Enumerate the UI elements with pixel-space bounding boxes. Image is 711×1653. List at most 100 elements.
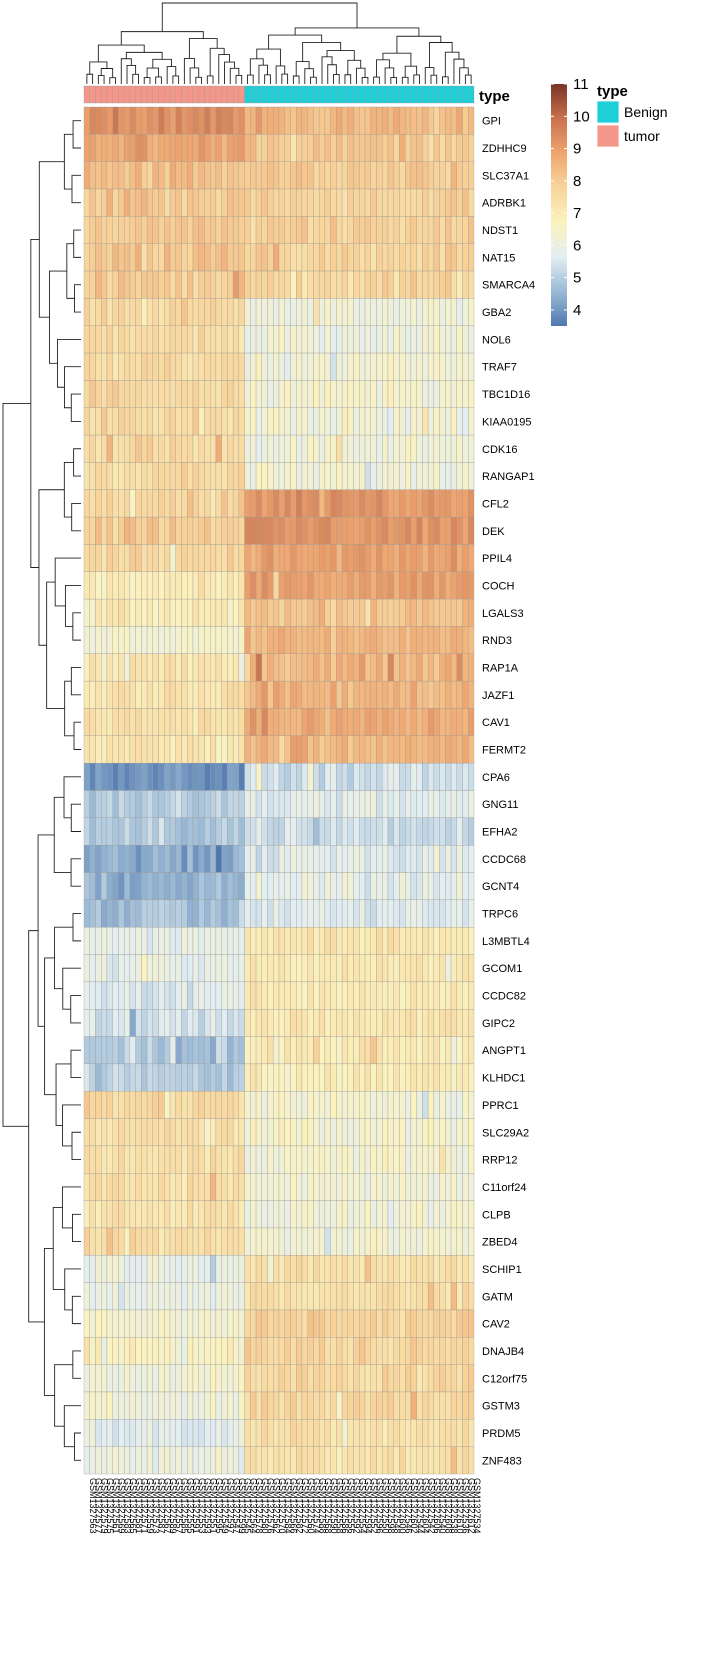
heatmap-cell <box>273 872 280 901</box>
heatmap-cell <box>278 735 285 764</box>
heatmap-cell <box>175 708 182 736</box>
gene-label: CLPB <box>482 1209 511 1221</box>
heatmap-cell <box>244 598 251 627</box>
heatmap-cell <box>439 544 446 572</box>
heatmap-cell <box>341 407 349 436</box>
heatmap-cell <box>135 1063 142 1092</box>
heatmap-cell <box>227 598 234 627</box>
heatmap-cell <box>341 1391 349 1420</box>
heatmap-cell <box>324 1446 331 1475</box>
heatmap-cell <box>439 516 446 545</box>
heatmap-cell <box>399 1337 406 1365</box>
row-dendrogram-branch <box>72 120 81 149</box>
heatmap-cell <box>227 626 234 654</box>
heatmap-cell <box>255 735 262 764</box>
heatmap-cell <box>175 216 182 244</box>
heatmap-cell <box>152 544 159 572</box>
heatmap-cell <box>187 598 194 627</box>
heatmap-cell <box>198 298 205 326</box>
heatmap-cell <box>89 1446 96 1475</box>
heatmap-cell <box>181 380 188 408</box>
heatmap-cell <box>439 845 446 873</box>
heatmap-cell <box>95 571 102 600</box>
heatmap-cell <box>198 845 205 873</box>
heatmap-cell <box>123 106 131 135</box>
heatmap-cell <box>273 380 280 408</box>
heatmap-cell <box>175 1227 182 1256</box>
heatmap-cell <box>353 817 360 846</box>
heatmap-cell <box>456 544 463 572</box>
heatmap-cell <box>330 1091 337 1119</box>
heatmap-cell <box>210 325 217 354</box>
heatmap-cell <box>330 981 337 1010</box>
heatmap-cell <box>198 927 205 955</box>
heatmap-cell <box>95 1446 102 1475</box>
heatmap-cell <box>267 954 274 983</box>
heatmap-cell <box>456 927 463 955</box>
heatmap-cell <box>364 954 371 983</box>
heatmap-cell <box>445 598 452 627</box>
heatmap-cell <box>135 653 142 682</box>
heatmap-cell <box>364 1036 371 1065</box>
heatmap-cell <box>296 243 303 272</box>
heatmap-cell <box>290 1309 297 1338</box>
heatmap-cell <box>439 735 446 764</box>
heatmap-cell <box>83 1091 90 1119</box>
heatmap-cell <box>427 598 435 627</box>
heatmap-cell <box>175 1364 182 1393</box>
heatmap-cell <box>192 872 199 901</box>
heatmap-cell <box>296 380 303 408</box>
heatmap-cell <box>278 680 285 709</box>
heatmap-cell <box>255 1255 262 1283</box>
annotation-cell-benign <box>336 85 343 104</box>
heatmap-cell <box>324 1255 331 1283</box>
sample-label: GSM1327563 <box>88 1478 98 1534</box>
heatmap-cell <box>290 845 297 873</box>
heatmap-cell <box>146 161 154 190</box>
heatmap-cell <box>376 1309 383 1338</box>
heatmap-cell <box>307 762 314 791</box>
heatmap-cell <box>387 708 394 736</box>
heatmap-cell <box>439 298 446 326</box>
heatmap-cell <box>181 188 188 217</box>
annotation-cell-tumor <box>215 85 222 104</box>
heatmap-cell <box>221 899 228 928</box>
heatmap-cell <box>198 216 205 244</box>
heatmap-cell <box>307 270 314 299</box>
column-dendrogram-branch <box>396 35 442 54</box>
heatmap-cell <box>313 298 320 326</box>
heatmap-cell <box>336 106 343 135</box>
heatmap-cell <box>181 899 188 928</box>
heatmap-cell <box>456 1036 463 1065</box>
heatmap-cell <box>181 680 188 709</box>
column-dendrogram-branch <box>404 65 418 78</box>
heatmap-cell <box>359 845 366 873</box>
heatmap-cell <box>261 1063 268 1092</box>
heatmap-cell <box>118 1446 125 1475</box>
heatmap-cell <box>255 325 262 354</box>
heatmap-cell <box>359 653 366 682</box>
heatmap-cell <box>164 1009 171 1037</box>
heatmap-cell <box>210 899 217 928</box>
heatmap-cell <box>324 434 331 463</box>
heatmap-cell <box>313 653 320 682</box>
heatmap-cell <box>238 981 245 1010</box>
heatmap-cell <box>181 1118 188 1147</box>
heatmap-cell <box>307 106 314 135</box>
heatmap-cell <box>359 1255 366 1283</box>
heatmap-cell <box>405 134 412 162</box>
row-dendrogram-branch <box>54 1364 73 1427</box>
heatmap-cell <box>359 434 366 463</box>
heatmap-cell <box>83 325 90 354</box>
heatmap-cell <box>175 1173 182 1201</box>
heatmap-cell <box>399 735 406 764</box>
heatmap-cell <box>232 1419 240 1447</box>
heatmap-cell <box>227 1063 234 1092</box>
heatmap-cell <box>370 380 377 408</box>
heatmap-cell <box>83 1419 90 1447</box>
heatmap-cell <box>95 1255 102 1283</box>
heatmap-cell <box>284 380 291 408</box>
heatmap-cell <box>433 626 440 654</box>
heatmap-cell <box>261 298 268 326</box>
heatmap-cell <box>227 516 234 545</box>
